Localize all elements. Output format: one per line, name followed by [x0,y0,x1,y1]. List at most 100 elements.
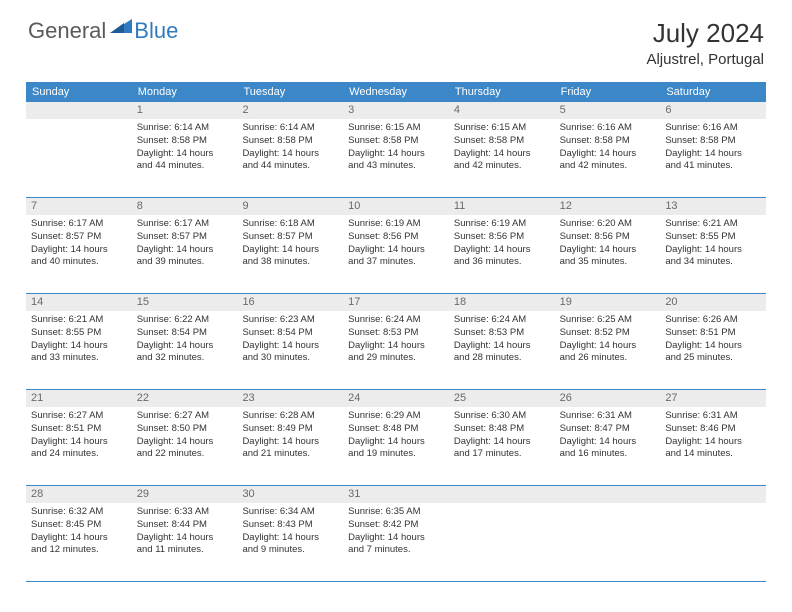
calendar-cell [449,503,555,581]
cell-line: Daylight: 14 hours [560,340,656,353]
calendar-cell: Sunrise: 6:31 AMSunset: 8:46 PMDaylight:… [660,407,766,485]
day-number: 23 [237,390,343,407]
day-number: 19 [555,294,661,311]
day-number [449,486,555,503]
day-number-row: 78910111213 [26,198,766,215]
calendar-cell: Sunrise: 6:20 AMSunset: 8:56 PMDaylight:… [555,215,661,293]
cell-line: Daylight: 14 hours [348,532,444,545]
cell-line: and 30 minutes. [242,352,338,365]
cell-line: Sunrise: 6:21 AM [31,314,127,327]
cell-line: Sunset: 8:57 PM [242,231,338,244]
cell-line: Sunrise: 6:20 AM [560,218,656,231]
cell-line: Sunrise: 6:31 AM [560,410,656,423]
cell-line: and 40 minutes. [31,256,127,269]
cell-line: Sunset: 8:57 PM [137,231,233,244]
week-row: Sunrise: 6:21 AMSunset: 8:55 PMDaylight:… [26,311,766,390]
cell-line: and 43 minutes. [348,160,444,173]
cell-line: and 24 minutes. [31,448,127,461]
cell-line: Daylight: 14 hours [137,244,233,257]
cell-line: and 12 minutes. [31,544,127,557]
day-number: 26 [555,390,661,407]
cell-line: Daylight: 14 hours [242,532,338,545]
cell-line: Sunset: 8:54 PM [137,327,233,340]
day-number: 17 [343,294,449,311]
calendar-cell: Sunrise: 6:16 AMSunset: 8:58 PMDaylight:… [555,119,661,197]
cell-line: Sunset: 8:58 PM [348,135,444,148]
day-number: 8 [132,198,238,215]
calendar-cell [555,503,661,581]
calendar-cell: Sunrise: 6:22 AMSunset: 8:54 PMDaylight:… [132,311,238,389]
cell-line: Daylight: 14 hours [242,148,338,161]
cell-line: and 14 minutes. [665,448,761,461]
cell-line: Sunset: 8:43 PM [242,519,338,532]
cell-line: Sunset: 8:54 PM [242,327,338,340]
cell-line: and 16 minutes. [560,448,656,461]
cell-line: Sunset: 8:47 PM [560,423,656,436]
cell-line: Sunset: 8:53 PM [454,327,550,340]
day-number: 16 [237,294,343,311]
cell-line: Daylight: 14 hours [242,436,338,449]
calendar-cell: Sunrise: 6:14 AMSunset: 8:58 PMDaylight:… [237,119,343,197]
calendar-cell: Sunrise: 6:33 AMSunset: 8:44 PMDaylight:… [132,503,238,581]
calendar-cell: Sunrise: 6:27 AMSunset: 8:51 PMDaylight:… [26,407,132,485]
calendar-cell: Sunrise: 6:17 AMSunset: 8:57 PMDaylight:… [26,215,132,293]
calendar-cell: Sunrise: 6:16 AMSunset: 8:58 PMDaylight:… [660,119,766,197]
cell-line: Daylight: 14 hours [665,436,761,449]
cell-line: Sunrise: 6:32 AM [31,506,127,519]
cell-line: Sunset: 8:53 PM [348,327,444,340]
cell-line: and 9 minutes. [242,544,338,557]
calendar-cell: Sunrise: 6:25 AMSunset: 8:52 PMDaylight:… [555,311,661,389]
calendar-cell: Sunrise: 6:15 AMSunset: 8:58 PMDaylight:… [449,119,555,197]
cell-line: Sunset: 8:44 PM [137,519,233,532]
cell-line: Sunset: 8:56 PM [454,231,550,244]
cell-line: Daylight: 14 hours [137,436,233,449]
header: General Blue July 2024 Aljustrel, Portug… [0,0,792,74]
day-number-row: 123456 [26,102,766,119]
cell-line: Sunrise: 6:33 AM [137,506,233,519]
cell-line: and 28 minutes. [454,352,550,365]
calendar-cell: Sunrise: 6:24 AMSunset: 8:53 PMDaylight:… [449,311,555,389]
cell-line: Daylight: 14 hours [31,244,127,257]
cell-line: and 44 minutes. [242,160,338,173]
day-number: 28 [26,486,132,503]
calendar-cell: Sunrise: 6:18 AMSunset: 8:57 PMDaylight:… [237,215,343,293]
cell-line: Daylight: 14 hours [560,436,656,449]
day-number: 5 [555,102,661,119]
cell-line: Sunset: 8:49 PM [242,423,338,436]
cell-line: Sunrise: 6:25 AM [560,314,656,327]
cell-line: Sunrise: 6:15 AM [454,122,550,135]
cell-line: Sunset: 8:58 PM [137,135,233,148]
weekday-label: Wednesday [343,82,449,102]
day-number [26,102,132,119]
cell-line: Sunrise: 6:18 AM [242,218,338,231]
day-number: 22 [132,390,238,407]
cell-line: Daylight: 14 hours [242,340,338,353]
calendar-cell: Sunrise: 6:35 AMSunset: 8:42 PMDaylight:… [343,503,449,581]
cell-line: and 34 minutes. [665,256,761,269]
weekday-label: Tuesday [237,82,343,102]
cell-line: Daylight: 14 hours [242,244,338,257]
location: Aljustrel, Portugal [646,51,764,68]
cell-line: Sunset: 8:48 PM [348,423,444,436]
cell-line: Sunrise: 6:14 AM [242,122,338,135]
cell-line: Sunset: 8:50 PM [137,423,233,436]
cell-line: Sunrise: 6:16 AM [665,122,761,135]
calendar-cell: Sunrise: 6:24 AMSunset: 8:53 PMDaylight:… [343,311,449,389]
cell-line: Sunset: 8:42 PM [348,519,444,532]
cell-line: and 19 minutes. [348,448,444,461]
cell-line: Sunrise: 6:31 AM [665,410,761,423]
cell-line: Daylight: 14 hours [348,340,444,353]
weekday-label: Monday [132,82,238,102]
cell-line: Sunset: 8:56 PM [560,231,656,244]
week-row: Sunrise: 6:17 AMSunset: 8:57 PMDaylight:… [26,215,766,294]
calendar-cell: Sunrise: 6:19 AMSunset: 8:56 PMDaylight:… [343,215,449,293]
day-number-row: 21222324252627 [26,390,766,407]
day-number: 3 [343,102,449,119]
weekday-label: Sunday [26,82,132,102]
cell-line: and 7 minutes. [348,544,444,557]
cell-line: Sunset: 8:58 PM [242,135,338,148]
day-number-row: 14151617181920 [26,294,766,311]
cell-line: Sunrise: 6:24 AM [348,314,444,327]
day-number: 7 [26,198,132,215]
cell-line: and 33 minutes. [31,352,127,365]
